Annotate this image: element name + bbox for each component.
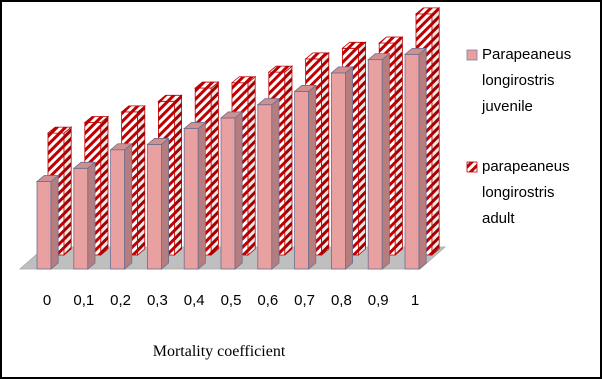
x-tick-label-0: 0: [43, 292, 51, 309]
x-axis-label: Mortality coefficient: [153, 343, 286, 360]
bar-juvenile-1: [72, 161, 97, 270]
x-tick-label-6: 0,6: [257, 292, 278, 309]
bar-juvenile-6: [256, 97, 281, 270]
legend-label-adult: parapeaneus longirostris adult: [482, 158, 574, 227]
x-tick-label-9: 0,9: [368, 292, 389, 309]
bar-juvenile-0: [35, 174, 60, 270]
x-tick-label-5: 0,5: [221, 292, 242, 309]
legend: Parapeaneus longirostris juvenile parape…: [466, 46, 575, 227]
x-tick-labels: 0 0,1 0,2 0,3 0,4 0,5 0,6 0,7 0,8 0,9 1: [43, 292, 419, 309]
x-tick-label-3: 0,3: [147, 292, 168, 309]
bar-juvenile-7: [293, 84, 317, 270]
bar-juvenile-5: [219, 111, 244, 270]
bar-juvenile-9: [367, 52, 391, 270]
bar-juvenile-10: [403, 47, 428, 270]
bar-juvenile-2: [109, 142, 133, 270]
bar-juvenile-4: [183, 121, 207, 270]
x-tick-label-4: 0,4: [184, 292, 205, 309]
x-tick-label-2: 0,2: [110, 292, 131, 309]
x-tick-label-7: 0,7: [294, 292, 315, 309]
legend-swatch-juvenile: [466, 49, 478, 61]
bar-juvenile-8: [330, 66, 354, 270]
legend-label-juvenile: Parapeaneus longirostris juvenile: [481, 46, 575, 115]
x-tick-label-8: 0,8: [331, 292, 352, 309]
bars: [35, 6, 441, 270]
bar-juvenile-3: [146, 137, 170, 270]
x-tick-label-10: 1: [411, 292, 419, 309]
legend-swatch-adult: [466, 161, 478, 173]
x-tick-label-1: 0,1: [73, 292, 94, 309]
